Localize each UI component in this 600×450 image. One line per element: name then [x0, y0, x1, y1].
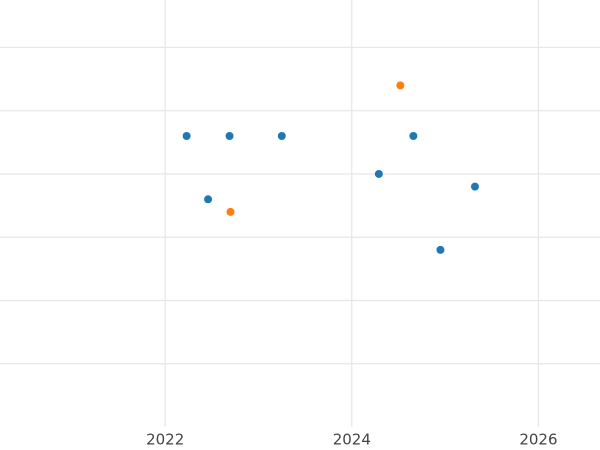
point	[396, 81, 405, 90]
point	[470, 182, 479, 191]
point	[204, 195, 213, 204]
x-tick-label: 2022	[146, 431, 184, 449]
point	[436, 245, 445, 254]
point	[182, 132, 191, 141]
point	[277, 132, 286, 141]
x-tick-label: 2026	[519, 431, 557, 449]
point	[225, 132, 234, 141]
point	[409, 132, 418, 141]
x-tick-label: 2024	[333, 431, 371, 449]
point	[374, 169, 383, 178]
point	[226, 207, 235, 216]
